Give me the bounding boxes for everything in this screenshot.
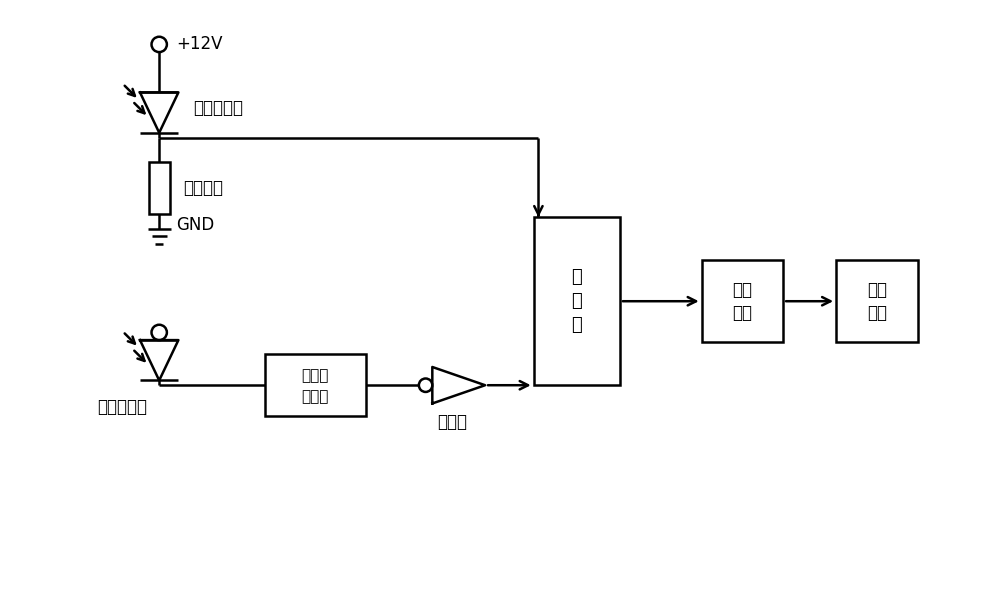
Text: 数据: 数据 xyxy=(732,281,752,299)
Bar xyxy=(265,354,366,416)
Bar xyxy=(534,217,620,385)
Bar xyxy=(702,260,783,342)
Text: 采集: 采集 xyxy=(732,304,752,322)
Text: 触发器: 触发器 xyxy=(302,389,329,404)
Text: 对管探测器: 对管探测器 xyxy=(97,398,147,416)
Text: 偏置电阻: 偏置电阻 xyxy=(183,179,223,197)
Text: 单元: 单元 xyxy=(867,304,887,322)
Text: GND: GND xyxy=(176,216,215,234)
Text: 加: 加 xyxy=(571,268,582,286)
Bar xyxy=(836,260,918,342)
Text: 反相器: 反相器 xyxy=(437,413,467,431)
Text: 单稳态: 单稳态 xyxy=(302,368,329,383)
Bar xyxy=(149,161,170,214)
Text: 光电探测器: 光电探测器 xyxy=(193,99,243,117)
Text: 处理: 处理 xyxy=(867,281,887,299)
Text: 器: 器 xyxy=(571,316,582,334)
Text: +12V: +12V xyxy=(176,35,223,54)
Text: 法: 法 xyxy=(571,292,582,310)
